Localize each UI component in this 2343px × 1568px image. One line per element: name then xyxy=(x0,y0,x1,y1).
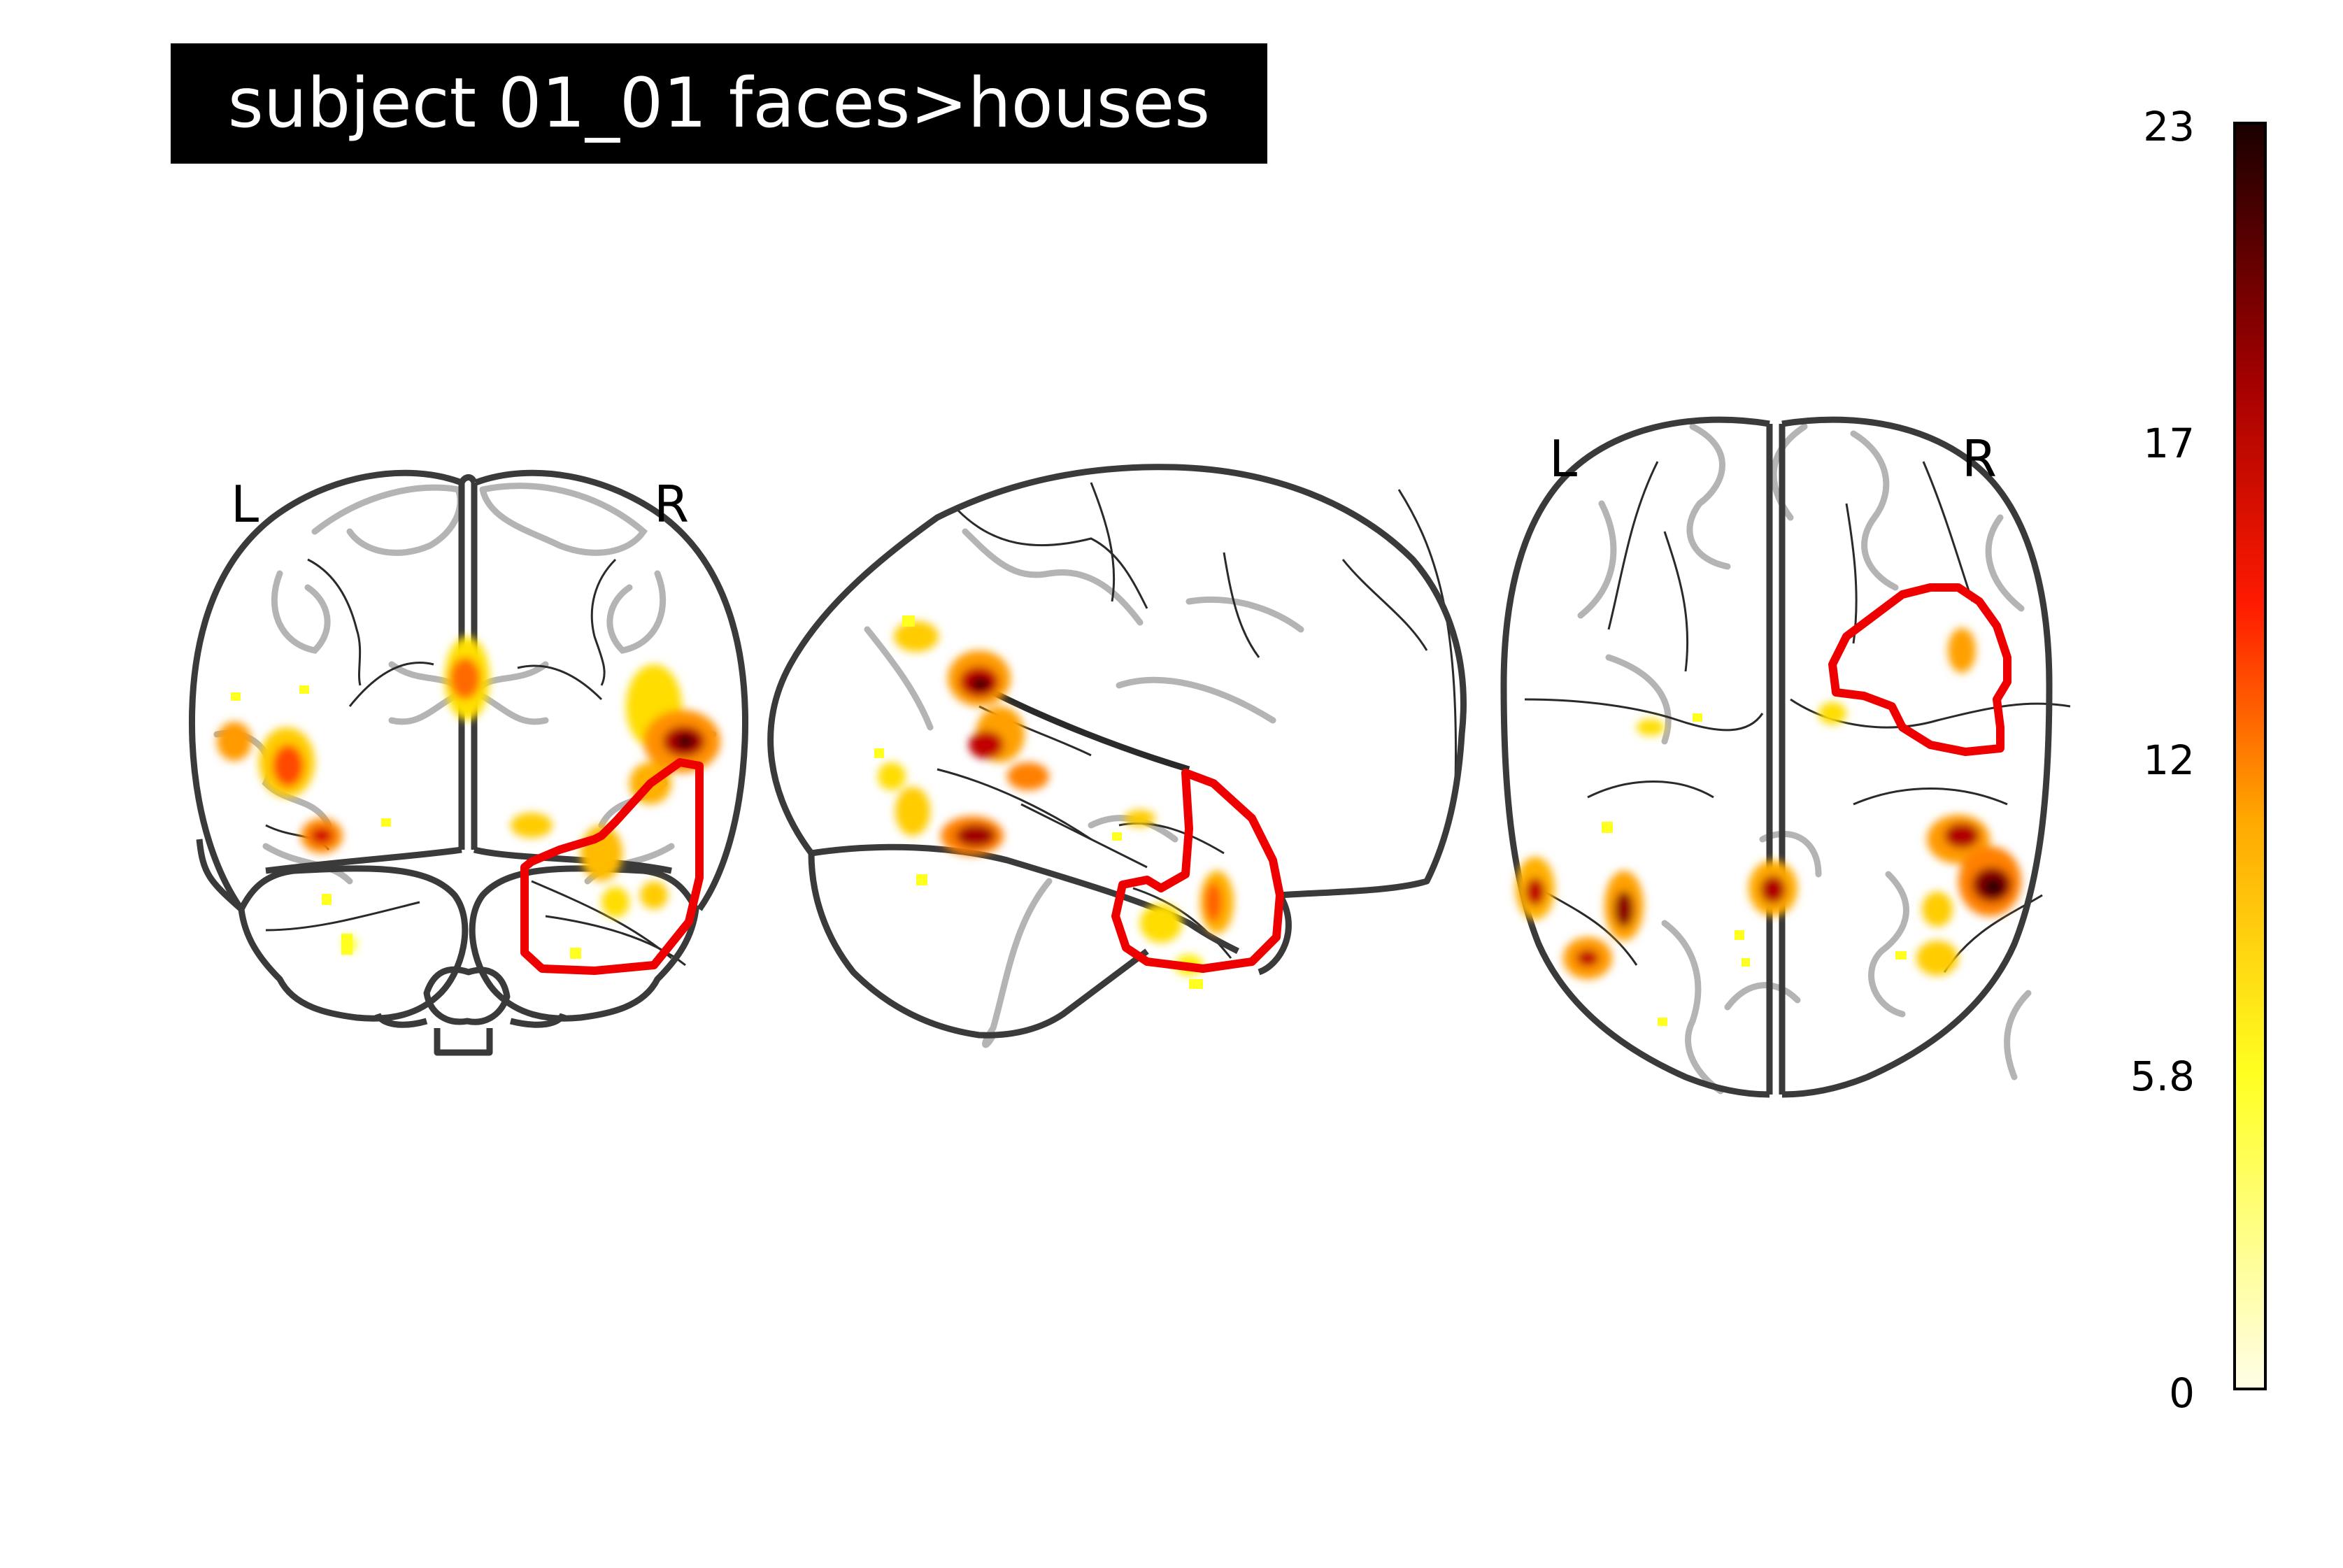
coronal-outline xyxy=(189,469,748,1056)
figure-title: subject 01_01 faces>houses xyxy=(171,43,1267,164)
sagittal-view xyxy=(767,464,1467,1048)
sagittal-lateral-fissure xyxy=(991,689,1190,773)
colorbar-tick-label: 17 xyxy=(2143,420,2195,467)
axial-outline xyxy=(1500,416,2053,1098)
colorbar xyxy=(2233,122,2267,1390)
axial-left-label: L xyxy=(1549,429,1578,488)
colorbar-tick-label: 5.8 xyxy=(2130,1053,2195,1100)
colorbar-tick-label: 23 xyxy=(2143,103,2195,150)
sagittal-roi-contour xyxy=(1111,769,1284,973)
colorbar-tick-label: 0 xyxy=(2169,1369,2195,1417)
axial-roi-contour xyxy=(1828,583,2011,756)
coronal-view xyxy=(189,469,748,1056)
sagittal-sulci xyxy=(937,482,1458,959)
coronal-right-label: R xyxy=(654,475,690,534)
axial-view xyxy=(1500,416,2071,1098)
coronal-roi-contour xyxy=(520,758,704,975)
sagittal-gyri xyxy=(864,528,1304,1048)
axial-gyri xyxy=(1577,423,2032,1095)
axial-right-label: R xyxy=(1962,429,1997,488)
axial-activation-map xyxy=(1516,628,2021,1026)
sagittal-outline xyxy=(767,464,1467,1039)
sagittal-activation-map xyxy=(874,615,1234,989)
coronal-sulci xyxy=(265,558,686,967)
coronal-left-label: L xyxy=(231,475,259,534)
colorbar-tick-label: 12 xyxy=(2143,736,2195,784)
colorbar-gradient xyxy=(2233,122,2267,1390)
